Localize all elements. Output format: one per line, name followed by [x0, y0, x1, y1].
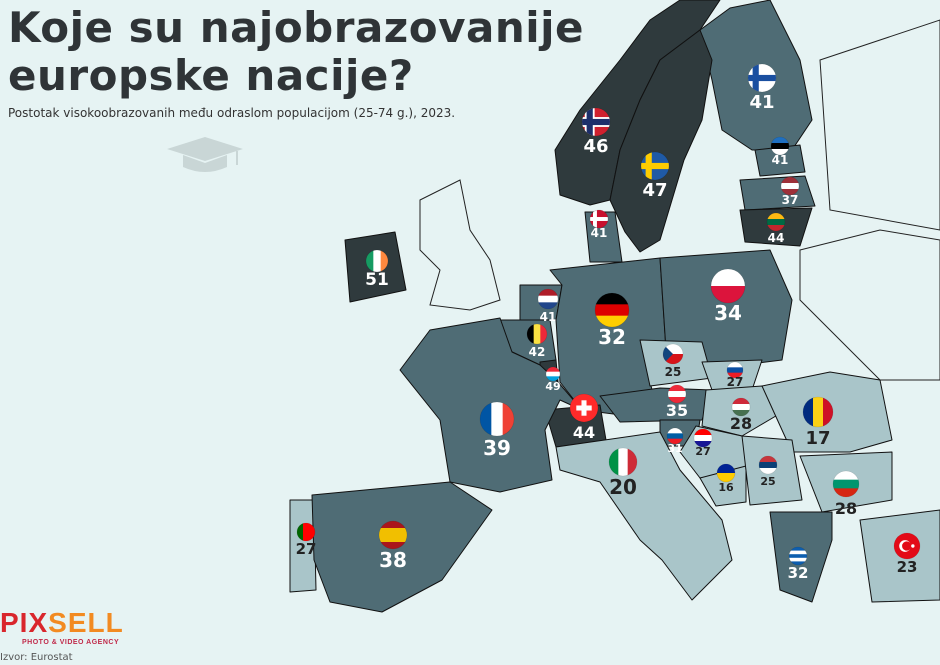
belgium-flag-icon: [526, 323, 548, 345]
value-label-poland: 34: [714, 301, 742, 325]
value-label-romania: 17: [805, 428, 830, 449]
norway-flag-icon: [581, 107, 611, 137]
value-label-spain: 38: [379, 548, 407, 572]
title-line-1: Koje su najobrazovanije: [8, 3, 584, 52]
sweden-flag-icon: [640, 151, 670, 181]
bulgaria-flag-icon: [832, 470, 860, 498]
value-label-denmark: 41: [591, 226, 608, 240]
logo-text: PIXSELL: [0, 607, 124, 638]
pixsell-logo: PIXSELL PHOTO & VIDEO AGENCY: [0, 608, 124, 647]
austria-flag-icon: [667, 384, 687, 404]
title-line-2: europske nacije?: [8, 51, 414, 100]
italy-flag-icon: [608, 447, 638, 477]
value-label-lithuania: 44: [768, 231, 785, 245]
slovakia-flag-icon: [726, 361, 744, 379]
value-label-finland: 41: [749, 92, 774, 113]
finland-flag-icon: [747, 63, 777, 93]
value-label-slovakia: 27: [727, 375, 744, 389]
value-label-slovenia: 31: [667, 442, 682, 455]
value-label-turkey: 23: [897, 558, 918, 576]
value-label-ireland: 51: [365, 270, 389, 290]
value-label-estonia: 41: [772, 153, 789, 167]
value-label-serbia: 25: [760, 475, 775, 488]
value-label-sweden: 47: [642, 180, 667, 201]
value-label-netherlands: 41: [540, 310, 557, 324]
germany-flag-icon: [594, 292, 630, 328]
value-label-czechia: 25: [665, 365, 682, 379]
country-latvia: [739, 175, 816, 211]
estonia-flag-icon: [770, 136, 790, 156]
country-portugal: [289, 499, 317, 593]
portugal-flag-icon: [296, 522, 316, 542]
poland-flag-icon: [710, 268, 746, 304]
ireland-flag-icon: [365, 249, 389, 273]
switzerland-flag-icon: [569, 393, 599, 423]
page-title: Koje su najobrazovanije europske nacije?: [8, 4, 584, 100]
greece-flag-icon: [788, 546, 808, 566]
value-label-germany: 32: [598, 325, 626, 349]
luxembourg-flag-icon: [545, 366, 561, 382]
country-spain: [311, 481, 493, 613]
value-label-greece: 32: [788, 564, 809, 582]
source-note: Izvor: Eurostat: [0, 652, 73, 663]
value-label-italy: 20: [609, 475, 637, 499]
value-label-portugal: 27: [296, 540, 317, 558]
latvia-flag-icon: [780, 176, 800, 196]
value-label-bosnia: 16: [718, 481, 734, 494]
france-flag-icon: [479, 401, 515, 437]
value-label-latvia: 37: [782, 193, 799, 207]
czechia-flag-icon: [662, 343, 684, 365]
subtitle: Postotak visokoobrazovanih među odraslom…: [8, 106, 456, 120]
value-label-belgium: 42: [529, 345, 546, 359]
country-sweden: [609, 29, 713, 253]
hungary-flag-icon: [731, 397, 751, 417]
romania-flag-icon: [802, 396, 834, 428]
bosnia-flag-icon: [716, 463, 736, 483]
country-italy: [555, 431, 733, 601]
value-label-norway: 46: [583, 136, 608, 157]
croatia-flag-icon: [693, 428, 713, 448]
value-label-luxembourg: 49: [545, 380, 560, 393]
non-data-land: [419, 19, 940, 381]
value-label-france: 39: [483, 436, 511, 460]
value-label-switzerland: 44: [573, 423, 595, 442]
value-label-croatia: 27: [695, 445, 710, 458]
logo-tagline: PHOTO & VIDEO AGENCY: [22, 639, 120, 646]
graduation-cap-icon: [167, 137, 243, 172]
denmark-flag-icon: [589, 209, 609, 229]
value-label-hungary: 28: [730, 414, 752, 433]
value-label-austria: 35: [666, 401, 688, 420]
serbia-flag-icon: [758, 455, 778, 475]
turkey-flag-icon: [893, 532, 921, 560]
value-label-bulgaria: 28: [835, 499, 857, 518]
spain-flag-icon: [378, 520, 408, 550]
slovenia-flag-icon: [666, 427, 684, 445]
lithuania-flag-icon: [766, 212, 786, 232]
netherlands-flag-icon: [537, 288, 559, 310]
